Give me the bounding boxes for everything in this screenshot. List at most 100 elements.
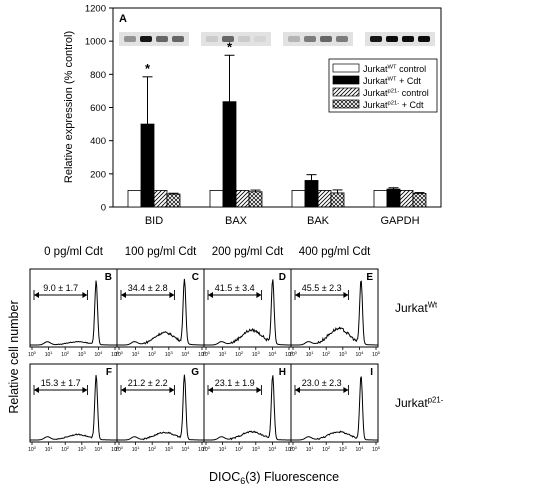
- histogram-trace: [204, 279, 291, 346]
- x-label-tail: (3) Fluorescence: [245, 470, 339, 484]
- x-tick-exponent: 3: [257, 350, 260, 355]
- gate-arrowhead-left: [208, 387, 213, 393]
- gate-percentage: 21.2 ± 2.2: [128, 378, 168, 388]
- blot-band: [238, 36, 250, 42]
- x-tick-exponent: 5: [117, 445, 120, 450]
- x-tick-label: 103: [252, 350, 261, 358]
- x-tick-label: 101: [45, 445, 54, 453]
- gate-arrowhead-right: [343, 387, 349, 393]
- panel-letter: D: [279, 272, 286, 283]
- y-tick-label: 600: [90, 103, 106, 114]
- histogram-y-label: Relative cell number: [7, 300, 21, 413]
- gate-percentage: 41.5 ± 3.4: [215, 283, 255, 293]
- x-tick-exponent: 2: [241, 445, 244, 450]
- x-tick-label: 105: [111, 445, 120, 453]
- x-tick-exponent: 2: [154, 350, 157, 355]
- panel-frame: [29, 268, 118, 348]
- category-label-bid: BID: [145, 215, 163, 227]
- histogram-trace: [30, 375, 117, 441]
- column-headers: 0 pg/ml Cdt 100 pg/ml Cdt 200 pg/ml Cdt 400…: [44, 246, 371, 258]
- histogram-x-label: DIOC6(3) Fluorescence: [209, 470, 339, 486]
- x-tick-exponent: 2: [67, 445, 70, 450]
- x-tick-label: 104: [95, 445, 104, 453]
- x-tick-exponent: 4: [274, 350, 277, 355]
- x-tick-exponent: 1: [50, 445, 53, 450]
- x-tick-label: 104: [182, 350, 191, 358]
- panel-frame: [290, 363, 379, 443]
- histogram-trace: [291, 280, 378, 346]
- gate-arrowhead-left: [34, 292, 39, 298]
- legend-label-p21_control-suffix: control: [399, 88, 429, 98]
- x-tick-label: 105: [372, 350, 381, 358]
- x-tick-exponent: 4: [187, 350, 190, 355]
- y-axis-label: Relative expression (% control): [63, 31, 75, 183]
- legend-swatch-p21_control: [332, 87, 360, 97]
- x-tick-exponent: 5: [204, 445, 207, 450]
- blot-band: [402, 36, 414, 42]
- x-tick-label: 103: [339, 445, 348, 453]
- blot-band: [370, 36, 382, 42]
- x-tick-exponent: 1: [137, 350, 140, 355]
- x-tick-label: 105: [198, 350, 207, 358]
- gate-percentage: 9.0 ± 1.7: [43, 283, 78, 293]
- x-tick-exponent: 1: [224, 445, 227, 450]
- panel-letter: C: [192, 272, 199, 283]
- gate-arrowhead-right: [169, 387, 175, 393]
- x-tick-label: 104: [182, 445, 191, 453]
- legend-label-wt_control: JurkatWT control: [363, 64, 426, 74]
- panel-letter-a: A: [119, 13, 127, 25]
- gate-arrowhead-right: [169, 292, 175, 298]
- x-tick-label: 102: [61, 445, 70, 453]
- column-header: 0 pg/ml Cdt: [44, 246, 104, 258]
- gate-arrowhead-right: [82, 387, 88, 393]
- panel-letter: I: [370, 367, 373, 378]
- bar-wt_control-bid: [127, 190, 142, 208]
- panel-frame: [29, 363, 118, 443]
- row-label: Jurkatp21-: [395, 395, 444, 410]
- x-tick-exponent: 5: [204, 350, 207, 355]
- x-tick-exponent: 5: [378, 445, 381, 450]
- blot-band: [172, 36, 184, 42]
- gate-arrowhead-right: [82, 292, 88, 298]
- blot-band: [320, 36, 332, 42]
- x-tick-label: 103: [165, 445, 174, 453]
- x-tick-exponent: 4: [361, 350, 364, 355]
- category-label-gapdh: GAPDH: [380, 215, 419, 227]
- x-tick-exponent: 2: [328, 350, 331, 355]
- bar-p21_cdt-bax: [248, 191, 263, 208]
- category-labels: BID BAX BAK GAPDH: [145, 215, 420, 227]
- blot-band: [336, 36, 348, 42]
- row-label-sup: Wt: [428, 300, 438, 309]
- x-tick-exponent: 3: [83, 445, 86, 450]
- bar-p21_cdt-bid: [166, 193, 181, 208]
- blot-strip-bid: [119, 32, 189, 46]
- x-tick-label: 104: [269, 445, 278, 453]
- x-tick-exponent: 4: [274, 445, 277, 450]
- x-tick-exponent: 0: [208, 445, 211, 450]
- x-tick-label: 100: [289, 350, 298, 358]
- gate-percentage: 23.1 ± 1.9: [215, 378, 255, 388]
- x-tick-label: 101: [45, 350, 54, 358]
- x-tick-exponent: 3: [344, 445, 347, 450]
- legend-label-wt_control-sup: WT: [388, 65, 398, 71]
- western-blot-strips: [119, 32, 435, 46]
- x-tick-exponent: 2: [328, 445, 331, 450]
- legend-label-p21_cdt-base: Jurkat: [363, 100, 388, 110]
- histogram-trace: [30, 280, 117, 346]
- x-tick-exponent: 0: [208, 350, 211, 355]
- gate-arrowhead-right: [256, 387, 262, 393]
- x-tick-label: 100: [115, 445, 124, 453]
- x-tick-exponent: 1: [224, 350, 227, 355]
- significance-asterisk: *: [227, 39, 233, 54]
- histogram-trace: [291, 376, 378, 441]
- x-tick-exponent: 3: [170, 350, 173, 355]
- blot-band: [418, 36, 430, 42]
- x-tick-exponent: 2: [154, 445, 157, 450]
- blot-strip-bax: [201, 32, 271, 46]
- significance-asterisk: *: [145, 61, 151, 76]
- x-tick-exponent: 1: [311, 445, 314, 450]
